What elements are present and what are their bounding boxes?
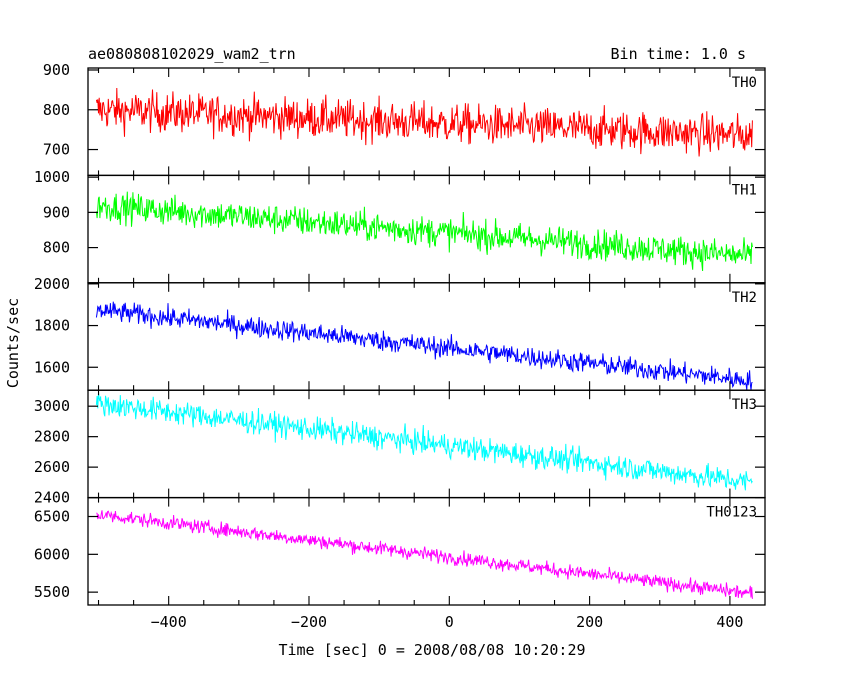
y-tick-label: 6000 (34, 545, 70, 563)
x-tick-label: 0 (445, 613, 454, 631)
y-tick-label: 900 (43, 61, 70, 79)
panel-th1: 800 900 1000 TH1 (34, 168, 766, 284)
series-line-th0 (95, 87, 753, 157)
x-axis-label: Time [sec] 0 = 2008/08/08 10:20:29 (278, 641, 585, 659)
panel-frame (87, 389, 766, 499)
y-tick-label: 800 (43, 101, 70, 119)
y-tick-label: 1000 (34, 168, 70, 186)
x-tick-label: 400 (716, 613, 743, 631)
panel-label-th1: TH1 (732, 182, 757, 198)
chart-header-left: ae080808102029_wam2_trn (88, 45, 296, 63)
series-line-th2 (95, 301, 753, 391)
x-tick-label: −400 (151, 613, 187, 631)
series-line-th3 (95, 392, 753, 491)
y-tick-label: 700 (43, 141, 70, 159)
x-tick-label: −200 (291, 613, 327, 631)
y-tick-label: 3000 (34, 397, 70, 415)
panel-th3: 2400 2600 2800 3000 TH3 (34, 389, 766, 507)
y-tick-label: 2400 (34, 489, 70, 507)
y-tick-label: 1600 (34, 358, 70, 376)
y-tick-label: 800 (43, 239, 70, 257)
series-line-th0123 (96, 510, 753, 599)
panel-label-th0: TH0 (732, 75, 757, 91)
panel-th0123: 5500 6000 6500 TH0123 (34, 496, 766, 606)
y-tick-label: 2800 (34, 428, 70, 446)
y-axis-label: Counts/sec (4, 298, 22, 388)
y-tick-label: 2000 (34, 275, 70, 293)
panels: 700800900TH08009001000TH1160018002000TH2… (34, 61, 766, 631)
y-tick-label: 900 (43, 203, 70, 221)
x-tick-label: 200 (576, 613, 603, 631)
panel-th0: 700 800 900 TH0 (43, 61, 766, 177)
panel-th2: 1600 1800 2000 TH2 (34, 275, 766, 391)
y-tick-label: 1800 (34, 317, 70, 335)
y-tick-label: 5500 (34, 583, 70, 601)
series-line-th1 (95, 191, 753, 272)
panel-frame (87, 496, 766, 606)
y-tick-label: 2600 (34, 458, 70, 476)
panel-label-th0123: TH0123 (706, 505, 757, 521)
y-tick-label: 6500 (34, 508, 70, 526)
panel-label-th2: TH2 (732, 290, 757, 306)
chart-header-right: Bin time: 1.0 s (611, 45, 746, 63)
panel-label-th3: TH3 (732, 397, 757, 413)
